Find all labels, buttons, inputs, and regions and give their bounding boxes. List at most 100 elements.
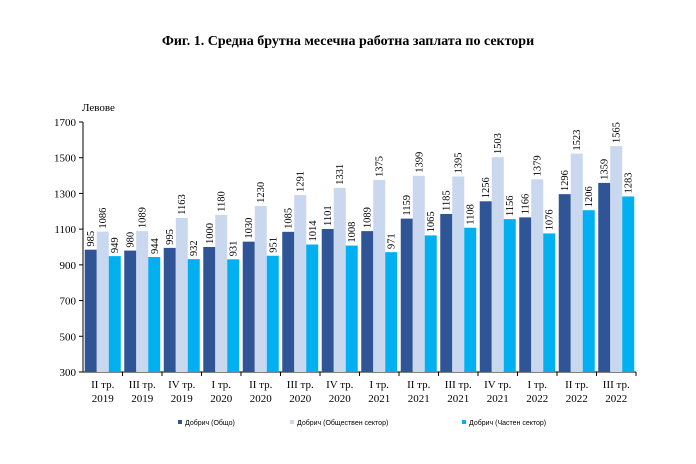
data-label: 1206 xyxy=(584,186,595,207)
chart-title: Фиг. 1. Средна брутна месечна работна за… xyxy=(161,34,535,49)
data-label: 1283 xyxy=(624,172,635,193)
x-tick-label: 2019 xyxy=(171,393,194,405)
bar xyxy=(345,245,358,372)
x-tick-label: 2022 xyxy=(605,393,627,405)
bar xyxy=(242,241,255,372)
data-label: 1256 xyxy=(481,177,492,198)
bar xyxy=(610,146,623,372)
data-label: 985 xyxy=(86,231,97,247)
bar xyxy=(203,247,216,372)
bar xyxy=(148,257,161,372)
data-label: 1565 xyxy=(612,122,623,143)
y-tick-label: 300 xyxy=(60,367,77,379)
bar xyxy=(321,228,334,372)
bar xyxy=(361,231,374,372)
bar xyxy=(124,250,137,372)
bar xyxy=(543,233,556,372)
data-label: 1296 xyxy=(560,170,571,191)
legend: Добрич (Общо) Добрич (Обществен сектор) До… xyxy=(178,419,546,427)
x-tick-label: III тр. xyxy=(445,379,472,391)
bar xyxy=(400,218,413,372)
data-label: 931 xyxy=(229,241,240,257)
x-tick-label: IV тр. xyxy=(168,379,196,391)
data-label: 932 xyxy=(189,240,200,256)
legend-label: Добрич (Общо) xyxy=(185,419,235,427)
x-tick-label: II тр. xyxy=(565,379,589,391)
data-label: 1230 xyxy=(256,182,267,203)
data-label: 1065 xyxy=(426,211,437,232)
x-tick-label: 2020 xyxy=(329,393,352,405)
x-tick-label: II тр. xyxy=(249,379,273,391)
data-label: 1076 xyxy=(545,209,556,230)
x-tick-label: I тр. xyxy=(527,379,547,391)
bar xyxy=(464,227,477,372)
y-tick-label: 1500 xyxy=(54,153,77,165)
y-axis-label: Левове xyxy=(82,102,115,114)
bar xyxy=(598,182,611,372)
data-label: 1156 xyxy=(505,196,516,217)
x-tick-label: III тр. xyxy=(603,379,630,391)
bar xyxy=(373,180,386,372)
bar xyxy=(558,194,571,372)
x-tick-label: IV тр. xyxy=(484,379,512,391)
data-label: 995 xyxy=(165,229,176,245)
data-label: 1185 xyxy=(442,190,453,211)
data-label: 1008 xyxy=(347,222,358,243)
bar xyxy=(622,196,635,372)
y-tick-label: 700 xyxy=(60,296,77,308)
data-label: 1291 xyxy=(296,171,307,192)
data-label: 1375 xyxy=(375,156,386,177)
x-tick-label: 2021 xyxy=(368,393,390,405)
bar xyxy=(136,231,149,372)
y-tick-label: 500 xyxy=(60,331,77,343)
data-label: 1359 xyxy=(600,159,611,180)
bar xyxy=(491,157,504,372)
data-label: 971 xyxy=(387,233,398,249)
data-label: 1089 xyxy=(138,207,149,228)
y-tick-label: 1300 xyxy=(54,188,77,200)
bar xyxy=(440,213,453,372)
x-tick-label: 2020 xyxy=(289,393,312,405)
y-tick-label: 1700 xyxy=(54,117,77,129)
x-tick-label: I тр. xyxy=(369,379,389,391)
bar xyxy=(582,210,595,372)
data-label: 1086 xyxy=(98,208,109,229)
data-label: 1503 xyxy=(493,133,504,154)
data-label: 1000 xyxy=(205,223,216,244)
data-label: 980 xyxy=(126,232,137,248)
bar xyxy=(519,217,532,372)
bars xyxy=(84,146,635,372)
x-tick-label: 2021 xyxy=(487,393,509,405)
bar xyxy=(96,231,109,372)
bar xyxy=(227,259,240,372)
bar xyxy=(282,231,295,372)
bar xyxy=(412,175,425,372)
x-tick-label: 2021 xyxy=(408,393,430,405)
x-tick-label: IV тр. xyxy=(326,379,354,391)
x-tick-label: I тр. xyxy=(211,379,231,391)
x-tick-label: 2021 xyxy=(447,393,469,405)
data-label: 1180 xyxy=(217,191,228,212)
x-tick-label: 2019 xyxy=(92,393,115,405)
data-label: 1030 xyxy=(244,218,255,239)
data-label: 1523 xyxy=(572,130,583,151)
data-label: 1395 xyxy=(454,152,465,173)
x-tick-label: 2020 xyxy=(210,393,233,405)
bar xyxy=(163,247,176,372)
data-label: 1108 xyxy=(466,204,477,225)
data-label: 949 xyxy=(110,237,121,253)
bar xyxy=(385,252,398,372)
x-tick-label: II тр. xyxy=(91,379,115,391)
data-label: 1159 xyxy=(402,195,413,216)
data-label: 1166 xyxy=(521,194,532,215)
data-label: 1331 xyxy=(335,164,346,185)
x-tick-label: 2022 xyxy=(566,393,588,405)
bar xyxy=(531,179,544,372)
bar xyxy=(452,176,465,372)
bar xyxy=(187,259,200,372)
bar xyxy=(306,244,319,372)
y-tick-label: 1100 xyxy=(54,224,76,236)
data-label: 1163 xyxy=(177,194,188,215)
